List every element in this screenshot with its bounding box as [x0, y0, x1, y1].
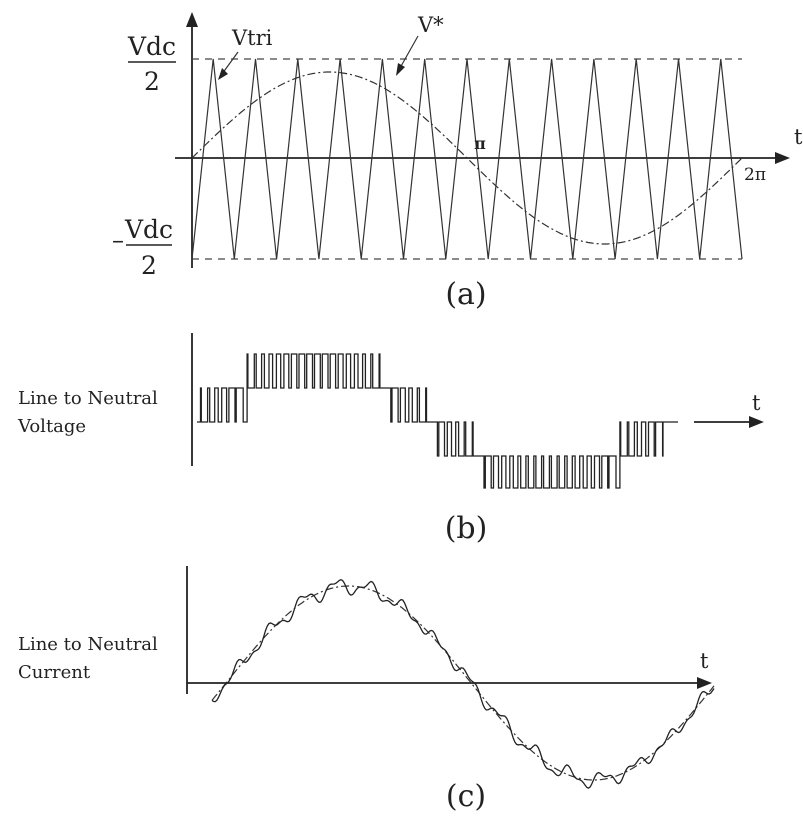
voltage-label-line1: Line to Neutral — [18, 388, 158, 409]
vtri-wave — [191, 58, 743, 260]
vstar-wave — [191, 71, 743, 245]
vstar-pointer-head — [396, 63, 405, 76]
minus-sign: – — [112, 226, 124, 254]
ideal-current-wave — [211, 585, 715, 781]
vtri-pointer-head — [218, 68, 228, 80]
pi-label: π — [474, 134, 486, 153]
panel-a-t-label: t — [794, 125, 803, 149]
vtri-pointer — [221, 51, 239, 75]
voltage-wave — [197, 353, 678, 489]
vdc-bottom-denominator: 2 — [141, 251, 157, 280]
two-pi-label: 2π — [744, 165, 766, 185]
current-label-line2: Current — [18, 662, 91, 683]
current-label-line1: Line to Neutral — [18, 634, 158, 655]
panel-b-t-arrow — [749, 416, 764, 428]
vstar-label: V* — [417, 13, 444, 37]
caption-c: (c) — [446, 779, 486, 814]
panel-a-y-arrow — [186, 12, 198, 27]
panel-c: t Line to Neutral Current (c) — [18, 566, 715, 814]
caption-a: (a) — [445, 277, 486, 312]
panel-c-t-label: t — [700, 649, 709, 673]
panel-b-t-label: t — [752, 391, 761, 415]
vdc-bottom-label: Vdc — [124, 215, 173, 244]
vstar-pointer — [399, 35, 419, 69]
current-wave — [211, 578, 715, 789]
vtri-label: Vtri — [231, 26, 273, 50]
vdc-top-denominator: 2 — [144, 67, 160, 96]
vdc-top-label: Vdc — [127, 32, 176, 61]
voltage-label-line2: Voltage — [17, 416, 86, 437]
panel-a: Vdc 2 – Vdc 2 Vtri V* π 2π t (a) — [112, 12, 803, 312]
panel-b: t Line to Neutral Voltage (b) — [17, 333, 764, 546]
caption-b: (b) — [445, 511, 488, 546]
panel-c-x-arrow — [697, 677, 712, 689]
panel-a-x-arrow — [775, 152, 790, 164]
